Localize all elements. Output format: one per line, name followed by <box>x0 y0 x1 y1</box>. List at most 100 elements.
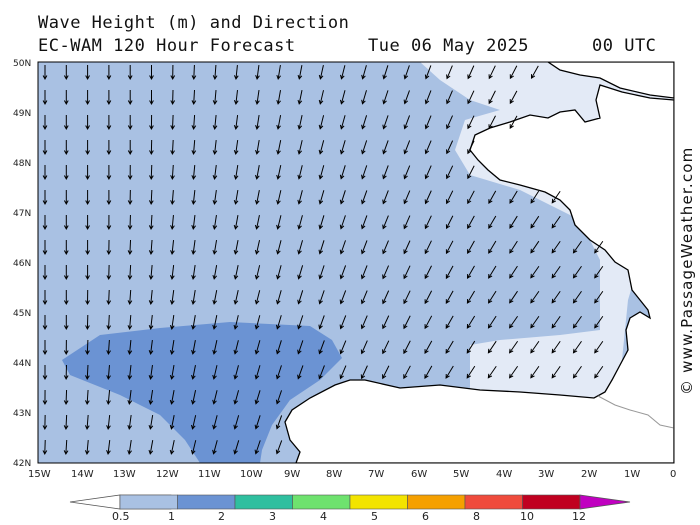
wave-arrow <box>254 290 261 305</box>
wave-arrow <box>106 165 112 181</box>
wave-arrow <box>530 315 540 329</box>
wave-arrow <box>191 164 197 181</box>
wave-arrow <box>424 115 432 130</box>
wave-arrow <box>551 365 561 379</box>
wave-arrow <box>382 90 389 105</box>
wave-arrow <box>361 165 368 180</box>
chart-title: Wave Height (m) and Direction <box>38 13 350 33</box>
wave-arrow <box>276 165 282 180</box>
colorbar-label: 5 <box>371 510 378 523</box>
wave-arrow <box>276 240 282 255</box>
wave-arrow <box>212 265 218 280</box>
wave-arrow <box>42 365 48 381</box>
wave-arrow <box>572 315 582 329</box>
wave-arrow <box>382 165 389 180</box>
wave-arrow <box>275 390 283 405</box>
lat-tick-label: 50N <box>13 59 31 69</box>
wave-arrow <box>488 265 497 279</box>
wave-arrow <box>212 89 218 106</box>
wave-arrow <box>445 340 454 354</box>
wave-arrow <box>403 190 411 205</box>
land-northern-france <box>284 84 674 463</box>
wave-arrow <box>360 290 368 305</box>
wave-arrow <box>509 65 518 80</box>
wave-arrow <box>361 65 367 80</box>
wave-arrow <box>276 265 282 280</box>
wave-arrow <box>276 290 282 305</box>
wave-arrow <box>275 415 283 430</box>
credit-watermark: © www.PassageWeather.com <box>678 146 696 395</box>
wave-arrow <box>127 364 133 380</box>
wave-arrow <box>318 165 325 180</box>
wave-arrow <box>169 365 175 380</box>
wave-arrow <box>85 289 90 306</box>
wave-arrow <box>85 90 90 106</box>
wave-arrow <box>488 215 497 229</box>
wave-arrow <box>339 315 347 330</box>
wave-arrow <box>275 365 282 380</box>
wave-arrow <box>148 239 154 256</box>
wave-arrow <box>191 139 197 156</box>
wave-arrow <box>297 140 303 155</box>
wave-arrow <box>170 114 175 131</box>
wave-arrow <box>318 290 325 305</box>
wave-arrow <box>233 190 239 205</box>
wave-arrow <box>361 115 368 130</box>
wave-arrow <box>233 240 239 255</box>
wave-arrow <box>63 215 69 231</box>
wave-arrow <box>255 165 260 180</box>
wave-arrow <box>148 189 154 206</box>
wave-arrow <box>467 190 475 205</box>
wave-arrow <box>212 315 218 330</box>
wave-arrow <box>106 314 112 331</box>
wave-arrow <box>488 115 496 130</box>
lon-tick-label: 6W <box>411 469 427 480</box>
wave-arrow <box>509 265 518 279</box>
wave-arrow <box>467 90 475 105</box>
wave-arrow <box>191 114 197 131</box>
wave-arrow <box>212 240 218 255</box>
wave-arrow <box>594 290 604 304</box>
wave-arrow <box>127 389 133 405</box>
colorbar-label: 3 <box>269 510 276 523</box>
wave-arrow <box>42 265 48 281</box>
wave-arrow <box>403 140 411 155</box>
wave-arrow <box>127 90 133 106</box>
wave-arrow <box>233 139 239 155</box>
wave-arrow <box>467 165 475 180</box>
wave-arrow <box>530 340 540 354</box>
wave-arrow <box>466 340 476 354</box>
wave-arrow <box>170 164 175 181</box>
wave-arrow <box>42 140 48 156</box>
wave-arrow <box>191 214 196 230</box>
colorbar-label: 2 <box>218 510 225 523</box>
wave-arrow <box>382 65 389 80</box>
wave-arrow <box>488 240 497 254</box>
colorbar-label: 8 <box>473 510 480 523</box>
wave-arrow <box>382 315 390 330</box>
wave-arrow <box>106 140 112 156</box>
wave-arrow <box>255 115 260 130</box>
wave-arrow <box>446 115 453 130</box>
wave-arrow <box>594 315 604 329</box>
wave-arrow <box>424 215 432 230</box>
wave-arrow <box>191 239 196 255</box>
wave-arrow <box>551 215 561 229</box>
wave-arrow <box>127 164 133 181</box>
forecast-date: Tue 06 May 2025 <box>368 36 530 56</box>
wave-arrow <box>509 190 518 204</box>
wave-arrow <box>424 365 433 379</box>
wave-arrow <box>233 290 239 305</box>
wave-arrow <box>233 340 239 355</box>
wave-arrow <box>212 114 218 131</box>
wave-arrow <box>445 315 454 329</box>
wave-arrow <box>212 440 218 455</box>
wave-arrow <box>466 265 475 279</box>
wave-arrow <box>127 214 133 231</box>
wave-arrow <box>42 90 48 106</box>
wave-arrow <box>508 365 519 379</box>
wave-arrow <box>488 90 496 105</box>
wave-arrow <box>63 90 69 106</box>
wave-arrow <box>445 365 454 379</box>
wave-arrow <box>488 190 497 205</box>
